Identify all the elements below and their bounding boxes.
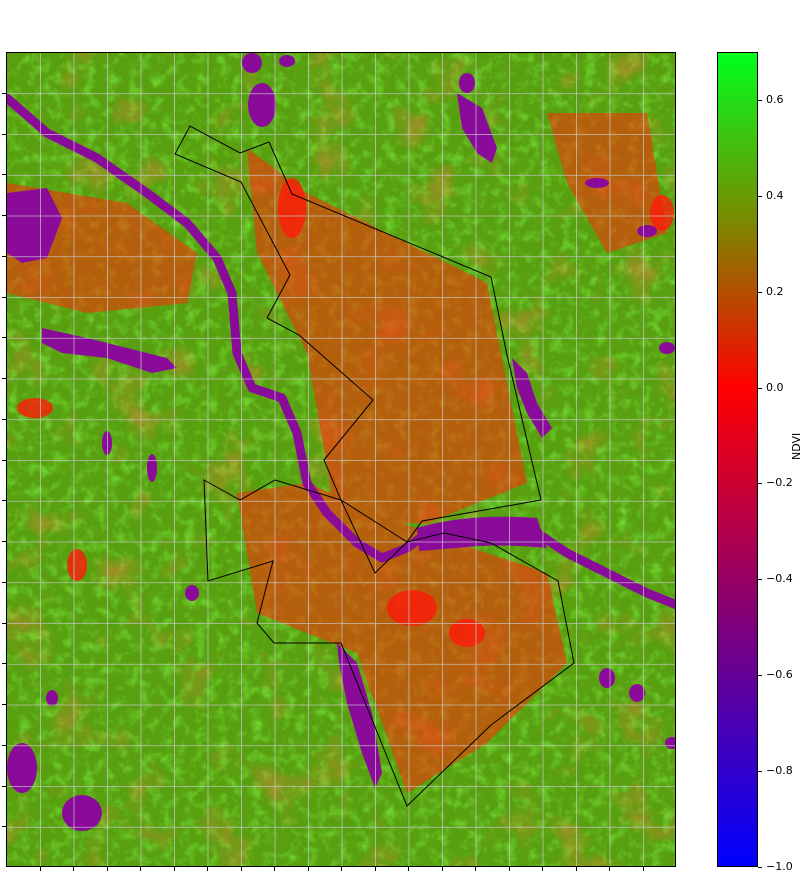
boundary-south <box>203 479 575 807</box>
x-axis-tick <box>341 867 342 871</box>
y-axis-tick <box>2 418 6 420</box>
y-axis-tick <box>2 92 6 94</box>
y-axis-tick <box>2 744 6 746</box>
colorbar-tick-label: 0.4 <box>766 188 784 202</box>
y-axis-tick <box>2 704 6 705</box>
x-axis-tick <box>441 867 443 871</box>
colorbar-tick-mark <box>758 195 762 197</box>
y-axis-tick <box>2 622 6 624</box>
y-axis-tick <box>2 785 6 787</box>
y-axis-tick <box>2 337 6 339</box>
x-axis-tick <box>642 867 644 871</box>
ndvi-colorbar <box>717 52 758 867</box>
x-axis-tick <box>106 867 108 871</box>
colorbar-label: NDVI <box>790 432 803 460</box>
x-axis-tick <box>307 867 309 871</box>
y-axis-tick <box>2 500 6 502</box>
x-axis-tick <box>140 867 141 871</box>
ndvi-raster <box>7 53 675 866</box>
y-axis-tick <box>2 215 6 216</box>
x-axis-tick <box>475 867 476 871</box>
y-axis-tick <box>2 296 6 298</box>
colorbar-tick-label: −0.4 <box>766 572 793 586</box>
y-axis-tick <box>2 663 6 665</box>
y-axis-tick <box>2 459 6 461</box>
x-axis-tick <box>374 867 376 871</box>
colorbar-tick-mark <box>758 291 762 293</box>
y-axis-tick <box>2 581 6 583</box>
x-axis-tick <box>240 867 242 871</box>
x-axis-tick <box>207 867 208 871</box>
river-wide-section <box>417 516 547 551</box>
y-axis-tick <box>2 826 6 828</box>
x-axis-tick <box>408 867 409 871</box>
colorbar-tick-mark <box>758 867 762 868</box>
colorbar-tick-mark <box>758 579 762 581</box>
colorbar-tick-label: 0.2 <box>766 284 784 298</box>
colorbar-tick-label: −1.0 <box>766 860 793 873</box>
map-grid <box>7 53 675 866</box>
colorbar-tick-mark <box>758 387 762 389</box>
x-axis-tick <box>274 867 275 871</box>
x-axis-tick <box>609 867 610 871</box>
colorbar-tick-mark <box>758 675 762 677</box>
colorbar-tick-label: −0.2 <box>766 476 793 490</box>
colorbar-tick-label: 0.0 <box>766 380 784 394</box>
y-axis-tick <box>2 133 6 135</box>
colorbar-tick-label: −0.8 <box>766 764 793 778</box>
x-axis-tick <box>575 867 577 871</box>
x-axis-tick <box>173 867 175 871</box>
y-axis-tick <box>2 174 6 176</box>
x-axis-tick <box>508 867 510 871</box>
colorbar-tick-mark <box>758 771 762 773</box>
ndvi-map <box>6 52 676 867</box>
x-axis-tick <box>39 867 41 871</box>
y-axis-tick <box>2 378 6 379</box>
x-axis-tick <box>73 867 74 871</box>
study-area-boundary <box>174 125 575 807</box>
colorbar-tick-label: 0.6 <box>766 92 784 106</box>
colorbar-tick-mark <box>758 99 762 101</box>
y-axis-tick <box>2 255 6 257</box>
colorbar-tick-mark <box>758 483 762 485</box>
colorbar-tick-label: −0.6 <box>766 668 793 682</box>
y-axis-tick <box>2 541 6 542</box>
x-axis-tick <box>542 867 543 871</box>
